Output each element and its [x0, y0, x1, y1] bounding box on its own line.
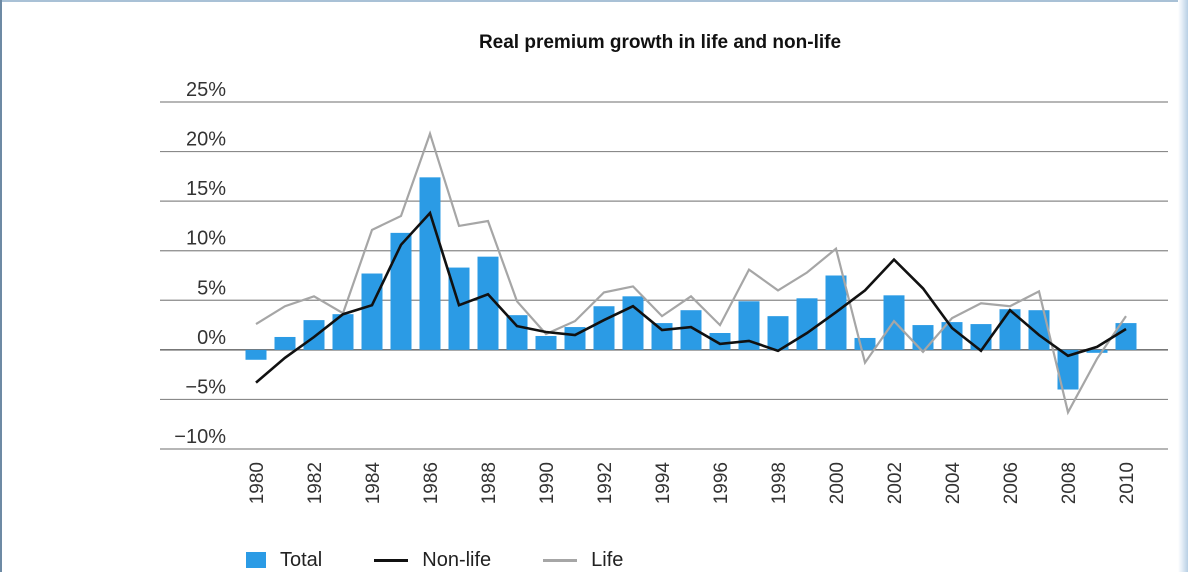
- chart-title: Real premium growth in life and non-life: [478, 32, 842, 53]
- x-tick-label: 2004: [943, 462, 964, 505]
- y-tick-label: 25%: [186, 79, 226, 101]
- legend-label-total: Total: [280, 548, 323, 571]
- bar-total: [796, 298, 818, 350]
- bar-total: [709, 333, 731, 350]
- line-non-life: [255, 210, 1127, 384]
- legend-swatch-non-life: [374, 558, 409, 562]
- x-tick-label: 2010: [1117, 462, 1138, 504]
- x-tick-label: 1984: [363, 462, 384, 505]
- window-right-border: [1178, 0, 1188, 572]
- bar-total: [274, 336, 296, 350]
- bar-total: [593, 306, 615, 350]
- legend-item-life: Life: [543, 549, 623, 572]
- bar-total: [303, 320, 325, 350]
- bar-total: [245, 349, 267, 360]
- bar-total: [651, 323, 673, 350]
- x-tick-label: 2002: [885, 462, 906, 504]
- y-tick-label: −10%: [174, 426, 226, 448]
- legend-label-non-life: Non-life: [422, 548, 492, 571]
- bar-total: [506, 315, 528, 350]
- x-tick-label: 1980: [247, 462, 268, 504]
- legend-swatch-total: [246, 552, 266, 568]
- x-tick-label: 1998: [769, 462, 790, 504]
- legend-item-total: Total: [246, 549, 322, 572]
- x-tick-label: 1996: [711, 462, 732, 504]
- legend-item-non-life: Non-life: [374, 549, 491, 572]
- bar-total: [390, 232, 412, 350]
- y-tick-label: 20%: [186, 129, 226, 151]
- y-tick-label: 15%: [186, 178, 226, 200]
- bar-total: [680, 310, 702, 350]
- bar-total: [477, 256, 499, 350]
- legend-label-life: Life: [591, 548, 624, 571]
- x-tick-label: 1994: [653, 462, 674, 505]
- bar-total: [1115, 323, 1137, 350]
- line-life: [255, 130, 1127, 416]
- bar-total: [767, 316, 789, 350]
- y-tick-label: −5%: [185, 376, 226, 398]
- bar-total: [854, 337, 876, 350]
- legend-swatch-life: [543, 558, 578, 562]
- bar-total: [1057, 349, 1079, 390]
- bar-total: [941, 322, 963, 350]
- x-tick-label: 1986: [421, 462, 442, 504]
- window-left-border: [0, 0, 2, 572]
- y-tick-label: 5%: [197, 277, 226, 299]
- x-tick-label: 1990: [537, 462, 558, 504]
- x-tick-label: 1992: [595, 462, 616, 504]
- y-tick-label: 10%: [186, 228, 226, 250]
- bar-total: [1086, 349, 1108, 353]
- window-top-border: [0, 0, 1188, 2]
- x-tick-label: 1982: [305, 462, 326, 504]
- bar-total: [535, 335, 557, 350]
- bar-total: [419, 177, 441, 350]
- chart-legend: Total Non-life Life: [246, 548, 675, 572]
- x-tick-label: 2000: [827, 462, 848, 504]
- x-tick-label: 2008: [1059, 462, 1080, 504]
- bar-total: [912, 325, 934, 350]
- bar-total: [361, 273, 383, 350]
- bar-total: [622, 296, 644, 350]
- x-tick-label: 1988: [479, 462, 500, 504]
- x-tick-label: 2006: [1001, 462, 1022, 504]
- y-tick-label: 0%: [197, 327, 226, 349]
- bar-total: [738, 301, 760, 350]
- bar-total: [332, 314, 354, 350]
